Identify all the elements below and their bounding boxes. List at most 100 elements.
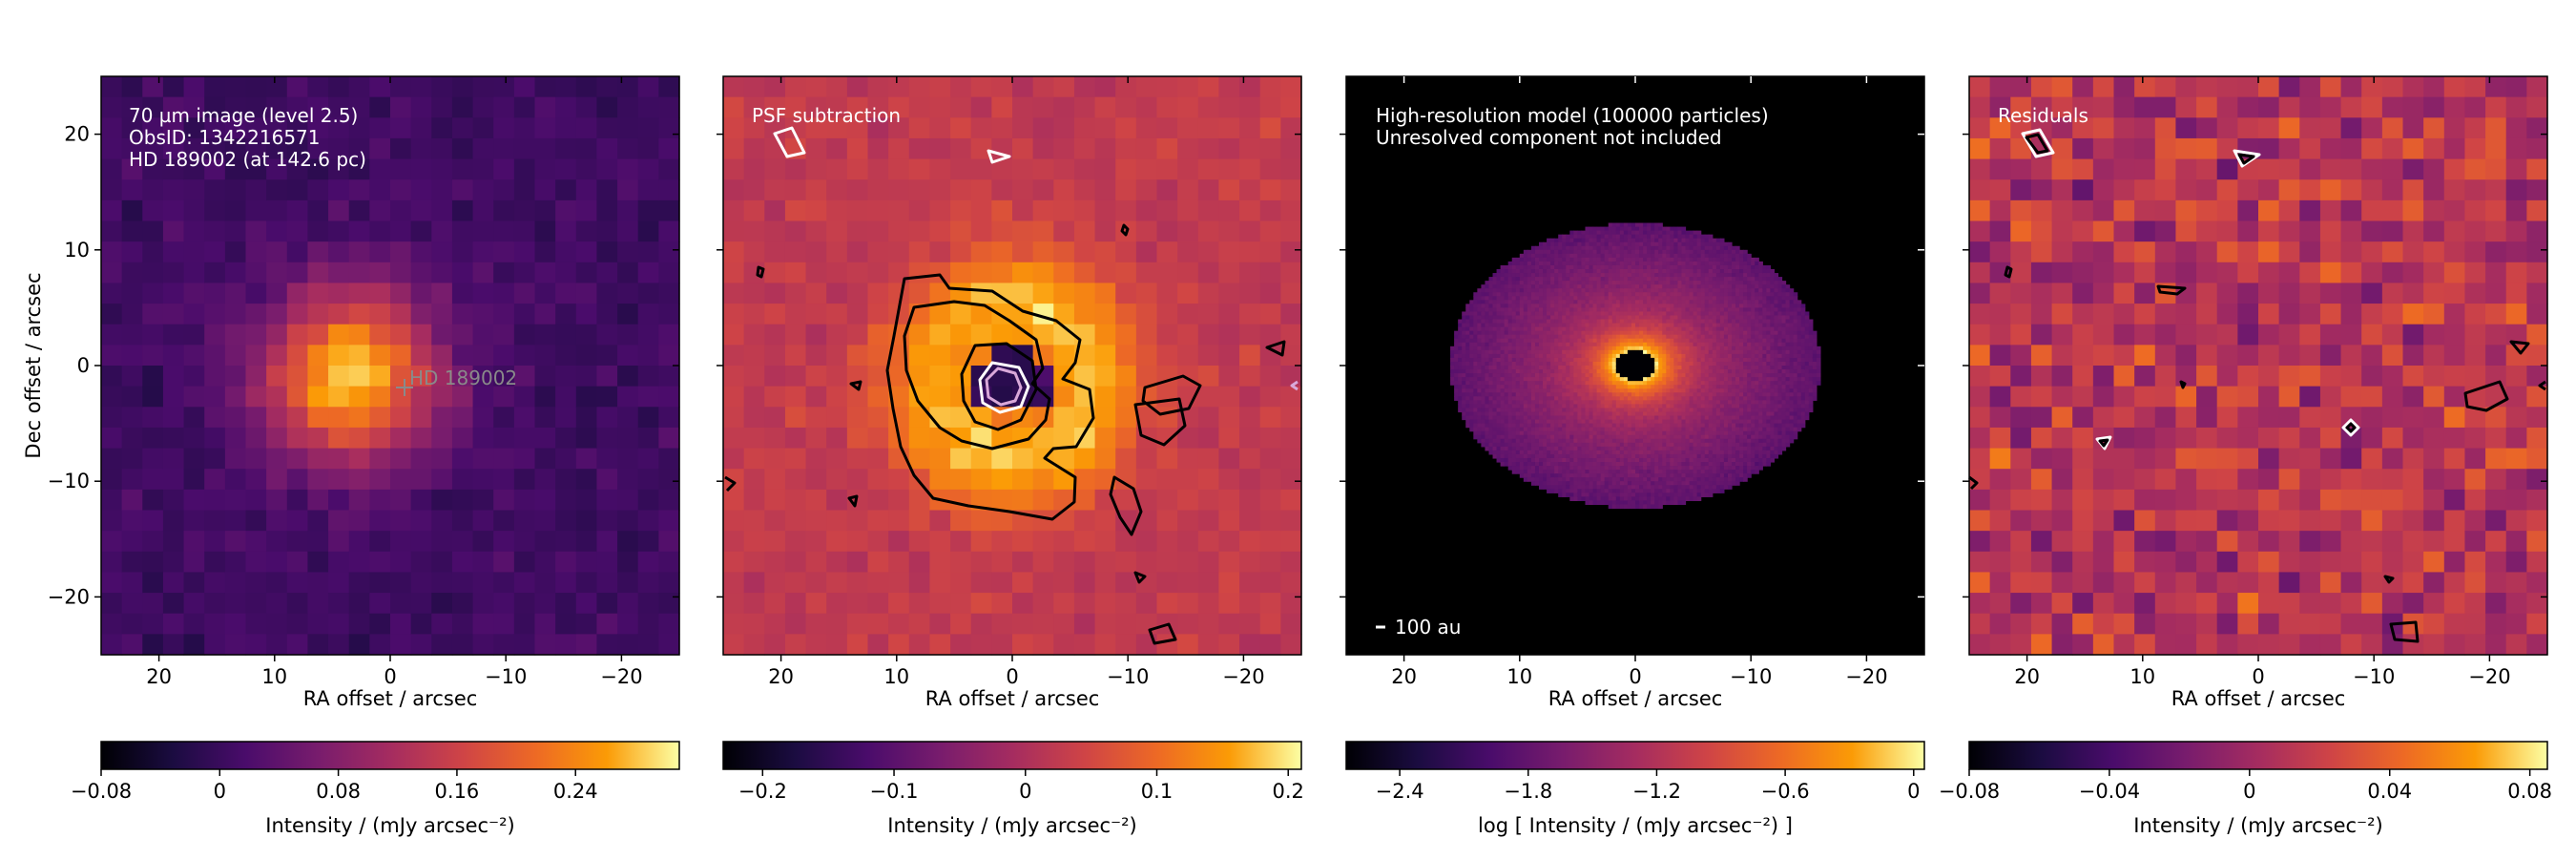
image-pixel (1485, 381, 1490, 386)
image-pixel (142, 427, 164, 450)
image-pixel (596, 220, 618, 242)
image-pixel (1558, 411, 1563, 417)
image-pixel (1581, 330, 1587, 336)
image-pixel (1462, 415, 1466, 421)
image-pixel (1477, 366, 1482, 370)
image-pixel (1596, 457, 1602, 463)
image-pixel (1627, 477, 1632, 482)
image-pixel (1569, 477, 1574, 482)
image-pixel (1519, 381, 1525, 386)
image-pixel (410, 117, 432, 139)
image-pixel (1543, 292, 1548, 297)
image-pixel (1547, 446, 1551, 451)
image-pixel (1511, 292, 1517, 297)
image-pixel (1647, 253, 1652, 259)
image-pixel (369, 117, 391, 139)
image-pixel (1658, 369, 1663, 374)
image-pixel (1135, 199, 1158, 222)
image-pixel (596, 489, 618, 512)
image-pixel (369, 613, 391, 635)
image-pixel (1647, 269, 1652, 274)
image-pixel (784, 117, 807, 139)
image-pixel (1527, 408, 1532, 413)
image-pixel (1465, 338, 1470, 344)
image-pixel (1639, 245, 1644, 251)
image-pixel (162, 407, 185, 429)
image-pixel (991, 324, 1013, 346)
image-pixel (183, 448, 205, 470)
image-pixel (1500, 349, 1506, 355)
image-pixel (1581, 342, 1587, 347)
image-pixel (1596, 373, 1602, 378)
image-pixel (743, 345, 765, 367)
image-pixel (1647, 415, 1652, 421)
image-pixel (1485, 315, 1490, 321)
image-pixel (1539, 369, 1544, 374)
image-pixel (286, 324, 309, 346)
image-pixel (1239, 96, 1261, 118)
image-pixel (1569, 304, 1574, 308)
image-pixel (1643, 500, 1648, 506)
image-pixel (1608, 396, 1613, 401)
image-pixel (1197, 366, 1220, 388)
image-pixel (764, 241, 786, 263)
image-pixel (1611, 457, 1617, 463)
image-pixel (1511, 330, 1517, 336)
image-pixel (1611, 323, 1617, 328)
image-pixel (1469, 388, 1474, 393)
image-pixel (1623, 366, 1629, 370)
image-pixel (1619, 404, 1625, 409)
image-pixel (1477, 342, 1482, 347)
image-pixel (1496, 392, 1502, 397)
image-pixel (1496, 334, 1502, 340)
image-pixel (1596, 400, 1602, 405)
image-pixel (1611, 442, 1617, 448)
image-pixel (1611, 288, 1617, 293)
image-pixel (1647, 492, 1652, 497)
image-pixel (1623, 346, 1629, 351)
image-pixel (1519, 388, 1525, 393)
image-pixel (1156, 304, 1178, 325)
image-pixel (1643, 261, 1648, 266)
image-pixel (1647, 338, 1652, 344)
image-pixel (1604, 311, 1610, 317)
image-pixel (1539, 284, 1544, 289)
image-pixel (1492, 408, 1498, 413)
annotation-line-3: HD 189002 (at 142.6 pc) (129, 148, 366, 171)
image-pixel (1627, 430, 1632, 436)
image-pixel (1527, 323, 1532, 328)
image-pixel (1592, 338, 1598, 344)
image-pixel (1592, 415, 1598, 421)
image-pixel (534, 551, 556, 574)
image-pixel (1530, 419, 1536, 425)
image-pixel (1631, 361, 1636, 367)
image-pixel (555, 510, 577, 532)
image-pixel (1611, 477, 1617, 482)
image-pixel (493, 469, 515, 491)
image-pixel (1053, 613, 1075, 635)
image-pixel (1643, 381, 1648, 386)
image-pixel (1651, 222, 1655, 228)
image-pixel (1500, 284, 1506, 289)
image-pixel (1523, 334, 1528, 340)
image-pixel (1596, 377, 1602, 382)
image-pixel (1643, 319, 1648, 325)
image-pixel (1496, 304, 1502, 308)
image-pixel (596, 241, 618, 263)
image-pixel (1550, 446, 1555, 451)
image-pixel (1585, 346, 1590, 351)
image-pixel (390, 304, 412, 325)
image-pixel (1053, 283, 1075, 304)
contour-small-4 (847, 494, 859, 508)
image-pixel (1569, 307, 1574, 313)
image-pixel (1600, 253, 1606, 259)
image-pixel (1658, 296, 1663, 301)
image-pixel (1596, 500, 1602, 506)
image-pixel (575, 262, 598, 284)
image-pixel (1577, 473, 1583, 478)
image-pixel (1654, 430, 1659, 436)
image-pixel (1543, 357, 1548, 363)
image-pixel (1543, 457, 1548, 463)
colorbar-tick-label: 0.2 (1273, 780, 1304, 803)
image-pixel (1465, 311, 1470, 317)
